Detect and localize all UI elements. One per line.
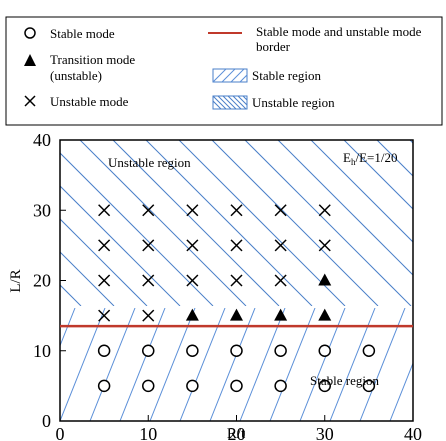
legend-stable-mode-marker bbox=[24, 27, 36, 39]
unstable-mode-point bbox=[142, 204, 155, 217]
unstable-hatch-line bbox=[277, 140, 413, 276]
y-tick-label: 0 bbox=[42, 411, 51, 431]
modulus-ratio-suffix: /E=1/20 bbox=[355, 150, 397, 165]
stable-mode-point bbox=[186, 344, 199, 357]
stable-mode-point bbox=[318, 344, 331, 357]
transition-mode-point bbox=[318, 273, 332, 286]
unstable-hatch-line bbox=[310, 140, 413, 243]
legend-frame bbox=[5, 16, 443, 126]
y-axis-title: L/R bbox=[8, 269, 24, 292]
legend-transition-mode-label: Transition mode bbox=[50, 52, 135, 67]
legend-unstable-region-label: Unstable region bbox=[252, 95, 335, 110]
stable-hatch-line bbox=[0, 308, 15, 421]
unstable-mode-point bbox=[142, 239, 155, 252]
modulus-ratio-sub: h bbox=[351, 157, 356, 167]
legend: Stable mode Transition mode (unstable) U… bbox=[5, 16, 443, 126]
legend-stable-mode-label: Stable mode bbox=[50, 26, 115, 41]
legend-border-label: Stable mode and unstable mode bbox=[256, 24, 422, 39]
y-tick-label: 30 bbox=[33, 200, 51, 220]
stable-mode-point bbox=[230, 379, 243, 393]
unstable-mode-point bbox=[98, 239, 111, 252]
transition-mode-point bbox=[274, 308, 288, 321]
stable-mode-point bbox=[274, 379, 287, 393]
unstable-hatch-line bbox=[79, 140, 247, 306]
stable-mode-point bbox=[97, 379, 111, 393]
unstable-hatch-line bbox=[376, 140, 413, 177]
x-tick-label: 10 bbox=[139, 424, 157, 441]
stable-mode-point bbox=[362, 344, 376, 357]
legend-stable-region-label: Stable region bbox=[252, 68, 321, 83]
stable-hatch-line bbox=[0, 308, 45, 421]
unstable-hatch-line bbox=[178, 140, 346, 306]
plot-area: 0 10 20 30 40 0 10 20 30 40 Unstable region Stab… bbox=[0, 130, 446, 441]
unstable-mode-point bbox=[230, 239, 243, 252]
unstable-mode-point bbox=[186, 239, 199, 252]
unstable-hatch-line bbox=[343, 140, 413, 210]
modulus-ratio-prefix: E bbox=[343, 150, 351, 165]
stable-mode-point bbox=[362, 379, 376, 393]
transition-mode-point bbox=[230, 308, 243, 321]
unstable-mode-point bbox=[274, 274, 287, 287]
unstable-region-hatch bbox=[60, 140, 413, 306]
y-tick-label: 10 bbox=[33, 341, 51, 361]
unstable-mode-point bbox=[142, 309, 155, 322]
legend-transition-mode-marker bbox=[24, 54, 36, 66]
unstable-mode-point bbox=[274, 239, 287, 252]
data-markers bbox=[97, 204, 376, 393]
unstable-hatch-line bbox=[244, 140, 412, 306]
transition-mode-point bbox=[185, 308, 199, 321]
unstable-hatch-line bbox=[60, 185, 181, 306]
legend-transition-mode-label-2: (unstable) bbox=[50, 68, 102, 83]
unstable-mode-point bbox=[142, 274, 155, 287]
unstable-mode-point bbox=[318, 239, 331, 252]
unstable-mode-point bbox=[186, 274, 199, 287]
unstable-mode-point bbox=[186, 204, 199, 217]
modulus-ratio-label: Eh/E=1/20 bbox=[343, 150, 397, 167]
unstable-mode-point bbox=[318, 204, 331, 217]
stable-mode-point bbox=[274, 344, 287, 357]
stable-mode-point bbox=[186, 379, 199, 393]
unstable-hatch-line bbox=[60, 251, 115, 306]
unstable-hatch-line bbox=[60, 218, 148, 306]
unstable-mode-point bbox=[98, 274, 111, 287]
x-axis-ticks: 0 10 20 30 40 bbox=[56, 415, 422, 441]
unstable-hatch-line bbox=[145, 140, 313, 306]
unstable-hatch-line bbox=[211, 140, 379, 306]
x-tick-label: 20 bbox=[228, 424, 246, 441]
legend-border-label-2: border bbox=[256, 39, 291, 54]
legend-stable-region-swatch bbox=[212, 68, 248, 83]
stable-mode-point bbox=[142, 379, 155, 393]
unstable-region-label: Unstable region bbox=[108, 155, 191, 170]
stable-region-label: Stable region bbox=[310, 373, 379, 388]
x-tick-label: 30 bbox=[316, 424, 334, 441]
transition-mode-point bbox=[318, 308, 332, 321]
stable-mode-point bbox=[318, 379, 331, 393]
stable-hatch-line bbox=[420, 308, 446, 421]
stable-mode-point bbox=[142, 344, 155, 357]
unstable-mode-point bbox=[98, 204, 111, 217]
unstable-mode-point bbox=[230, 274, 243, 287]
legend-unstable-region-swatch bbox=[212, 95, 248, 110]
stable-mode-point bbox=[230, 344, 243, 357]
unstable-mode-point bbox=[230, 204, 243, 217]
unstable-hatch-line bbox=[409, 140, 413, 144]
unstable-hatch-line bbox=[60, 152, 214, 306]
y-tick-label: 40 bbox=[33, 130, 51, 150]
unstable-hatch-line bbox=[112, 140, 280, 306]
x-axis-title: R/t bbox=[227, 426, 246, 441]
x-tick-label: 40 bbox=[404, 424, 422, 441]
y-axis-ticks: 0 10 20 30 40 bbox=[33, 130, 66, 431]
legend-unstable-mode-label: Unstable mode bbox=[50, 94, 129, 109]
stable-mode-point bbox=[97, 344, 111, 357]
x-tick-label: 0 bbox=[56, 424, 65, 441]
unstable-mode-point bbox=[274, 204, 287, 217]
legend-unstable-mode-marker bbox=[24, 95, 36, 107]
unstable-mode-point bbox=[98, 309, 111, 322]
y-tick-label: 20 bbox=[33, 271, 51, 291]
